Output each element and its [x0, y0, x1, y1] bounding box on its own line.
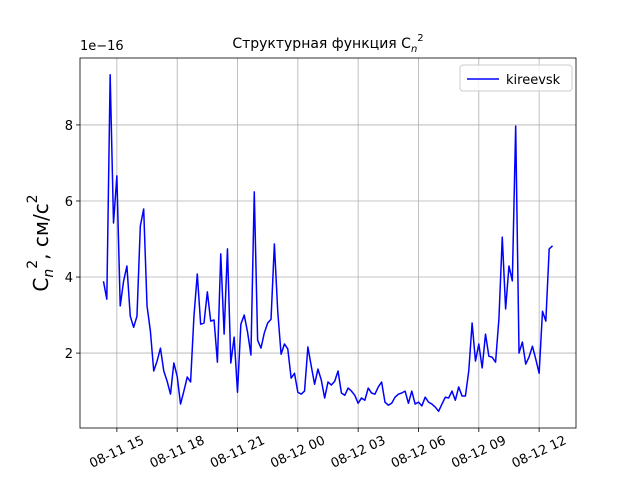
ylabel-text: , см/с: [29, 203, 53, 260]
legend-label: kireevsk: [506, 73, 561, 88]
title-sup: 2: [417, 33, 423, 44]
y-tick-label: 4: [65, 271, 73, 286]
chart-title: Структурная функция Cn2: [232, 33, 423, 55]
ylabel-sup: 2: [25, 260, 41, 269]
y-offset: 1e−16: [80, 39, 124, 54]
ylabel-sup: 2: [25, 194, 41, 203]
y-tick-label: 8: [65, 119, 73, 134]
ylabel-sub: n: [41, 269, 57, 278]
axes-frame: [79, 57, 577, 429]
y-tick-label: 2: [65, 347, 73, 362]
title-text: Структурная функция C: [232, 36, 411, 52]
title-sub: n: [411, 44, 417, 55]
ylabel-text: C: [29, 278, 53, 292]
y-tick-label: 6: [65, 195, 73, 210]
legend-box: [459, 64, 573, 92]
line: [102, 73, 554, 413]
y-axis-label: Cn2, см/с2: [25, 194, 57, 291]
